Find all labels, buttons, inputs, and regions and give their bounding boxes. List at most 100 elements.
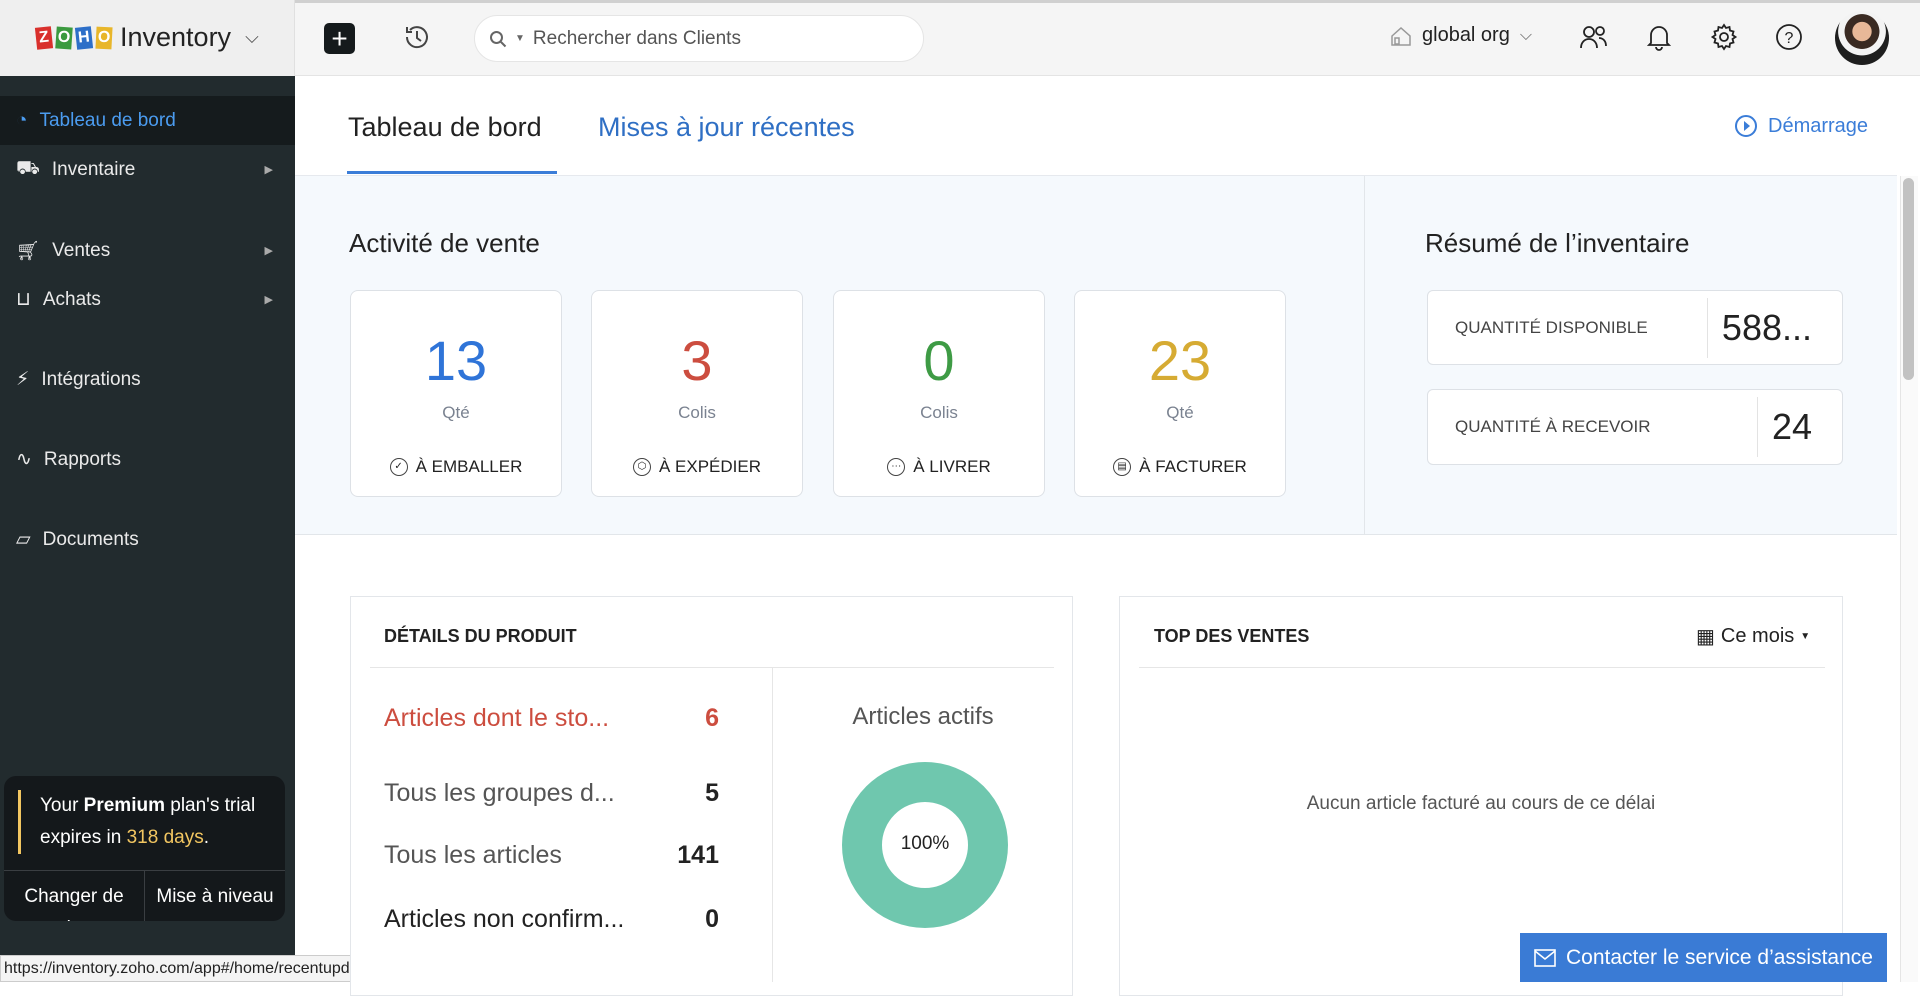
org-icon xyxy=(1391,26,1411,46)
row-value: 0 xyxy=(705,905,719,933)
folder-icon: ▱ xyxy=(16,529,31,550)
bell-icon[interactable] xyxy=(1642,20,1676,54)
sales-activity-card[interactable]: 13 Qté ✓ À EMBALLER xyxy=(350,290,562,497)
row-label: Articles non confirm... xyxy=(384,905,625,933)
shopping-cart-icon: 🛒︎ xyxy=(16,240,41,262)
sidebar-item-integrations[interactable]: ⚡︎ Intégrations xyxy=(0,355,295,404)
top-sales-empty-message: Aucun article facturé au cours de ce dél… xyxy=(1306,793,1656,814)
shopping-bag-icon: ⊔ xyxy=(16,289,31,310)
zoho-logo-o2: O xyxy=(95,26,113,49)
top-sales-title: TOP DES VENTES xyxy=(1154,626,1310,646)
period-dropdown[interactable]: ▦ Ce mois ▼ xyxy=(1696,625,1811,648)
tab-recent-updates[interactable]: Mises à jour récentes xyxy=(598,112,855,142)
inventory-summary-title: Résumé de l’inventaire xyxy=(1425,228,1690,258)
active-items-title: Articles actifs xyxy=(852,703,994,730)
divider xyxy=(370,667,1054,668)
check-circle-icon: ✓ xyxy=(389,458,408,476)
sidebar-item-dashboard[interactable]: ◔ Tableau de bord xyxy=(0,96,295,145)
row-value: 5 xyxy=(705,779,719,807)
zoho-logo-h: H xyxy=(74,25,94,50)
product-detail-row[interactable]: Tous les articles 141 xyxy=(384,841,719,870)
card-label: À FACTURER xyxy=(1139,457,1247,476)
search-icon xyxy=(490,30,507,47)
chevron-down-icon: ⌵ xyxy=(245,27,259,47)
donut-slice-active xyxy=(842,762,1008,928)
sidebar-item-label: Inventaire xyxy=(51,158,136,180)
chart-line-icon: ∿ xyxy=(16,449,32,470)
search-scope-caret-icon[interactable]: ▼ xyxy=(515,33,525,44)
package-icon: ⬡ xyxy=(632,458,651,476)
row-label: Articles dont le sto... xyxy=(384,704,610,732)
sidebar-item-label: Rapports xyxy=(43,448,122,470)
sales-activity-card[interactable]: 3 Colis ⬡ À EXPÉDIER xyxy=(591,290,803,497)
history-icon[interactable] xyxy=(400,20,434,54)
sidebar-item-label: Achats xyxy=(42,288,101,310)
sidebar-item-purchases[interactable]: ⊔ Achats ▶ xyxy=(0,275,295,324)
product-detail-row[interactable]: Articles non confirm... 0 xyxy=(384,905,719,934)
sidebar-item-label: Tableau de bord xyxy=(39,109,176,131)
sidebar-item-label: Documents xyxy=(42,528,139,550)
active-items-donut xyxy=(842,762,1008,928)
card-value: 0 xyxy=(923,329,955,392)
sidebar-item-documents[interactable]: ▱ Documents xyxy=(0,515,295,564)
users-icon[interactable] xyxy=(1577,20,1611,54)
calendar-icon: ▦ xyxy=(1696,626,1715,648)
mail-icon xyxy=(1534,948,1556,967)
sidebar-item-sales[interactable]: 🛒︎ Ventes ▶ xyxy=(0,226,295,275)
truck-dots-icon: ⋯ xyxy=(887,458,906,476)
quick-create-button[interactable]: + xyxy=(324,23,355,54)
org-switcher[interactable]: global org ⌵ xyxy=(1390,24,1532,47)
row-label: Tous les articles xyxy=(384,841,562,869)
invoice-icon: ▤ xyxy=(1113,458,1132,476)
card-label: À LIVRER xyxy=(913,457,991,476)
help-icon[interactable]: ? xyxy=(1772,20,1806,54)
contact-support-button[interactable]: Contacter le service d’assistance xyxy=(1520,933,1887,982)
chevron-right-icon: ▶ xyxy=(264,164,273,176)
caret-down-icon: ▼ xyxy=(1800,631,1811,642)
play-circle-icon xyxy=(1735,115,1757,137)
upgrade-button[interactable]: Mise à niveau xyxy=(144,871,285,921)
sidebar-item-label: Intégrations xyxy=(41,368,141,390)
row-value: 6 xyxy=(705,704,719,732)
search-placeholder: Rechercher dans Clients xyxy=(532,27,741,49)
card-label: À EMBALLER xyxy=(415,457,523,476)
chevron-down-icon: ⌵ xyxy=(1519,26,1532,44)
sidebar-item-inventory[interactable]: ⛟ Inventaire ▶ xyxy=(0,145,295,194)
trial-message: Your Premium plan's trial expires in 318 … xyxy=(18,790,285,854)
card-value: 13 xyxy=(424,329,488,392)
card-value: 3 xyxy=(681,329,713,392)
quantity-on-hand: QUANTITÉ DISPONIBLE 588... xyxy=(1427,290,1843,365)
sales-activity-title: Activité de vente xyxy=(349,228,540,258)
scrollbar-thumb[interactable] xyxy=(1903,178,1914,380)
app-switcher[interactable]: Z O H O Inventory ⌵ xyxy=(34,22,259,53)
product-detail-row[interactable]: Articles dont le sto... 6 xyxy=(384,704,719,733)
chevron-right-icon: ▶ xyxy=(264,245,273,257)
dashboard-icon: ◔ xyxy=(16,109,28,131)
logo-area: Z O H O Inventory ⌵ xyxy=(0,0,295,76)
tab-dashboard[interactable]: Tableau de bord xyxy=(348,112,542,142)
row-value: 141 xyxy=(677,841,719,869)
divider xyxy=(1139,667,1825,668)
change-plan-button[interactable]: Changer de plan xyxy=(24,886,124,921)
chevron-right-icon: ▶ xyxy=(264,294,273,306)
card-unit: Qté xyxy=(442,403,470,422)
sales-activity-card[interactable]: 23 Qté ▤ À FACTURER xyxy=(1074,290,1286,497)
product-details-title: DÉTAILS DU PRODUIT xyxy=(384,626,577,646)
divider xyxy=(772,668,773,982)
sidebar-item-reports[interactable]: ∿ Rapports xyxy=(0,435,295,484)
card-value: 23 xyxy=(1148,329,1212,392)
gear-icon[interactable] xyxy=(1707,20,1741,54)
product-detail-row[interactable]: Tous les groupes d... 5 xyxy=(384,779,719,808)
card-unit: Qté xyxy=(1166,403,1194,422)
avatar[interactable] xyxy=(1835,11,1889,65)
sales-activity-card[interactable]: 0 Colis ⋯ À LIVRER xyxy=(833,290,1045,497)
trial-banner: Your Premium plan's trial expires in 318 … xyxy=(4,776,285,921)
search-input[interactable]: ▼ Rechercher dans Clients xyxy=(474,15,924,62)
card-unit: Colis xyxy=(920,403,958,422)
plug-icon: ⚡︎ xyxy=(16,369,30,390)
divider xyxy=(1364,176,1365,534)
quantity-to-receive: QUANTITÉ À RECEVOIR 24 xyxy=(1427,389,1843,465)
getting-started-link[interactable]: Démarrage xyxy=(1734,114,1868,138)
app-name: Inventory xyxy=(120,22,232,52)
cart-trolley-icon: ⛟ xyxy=(16,157,40,179)
